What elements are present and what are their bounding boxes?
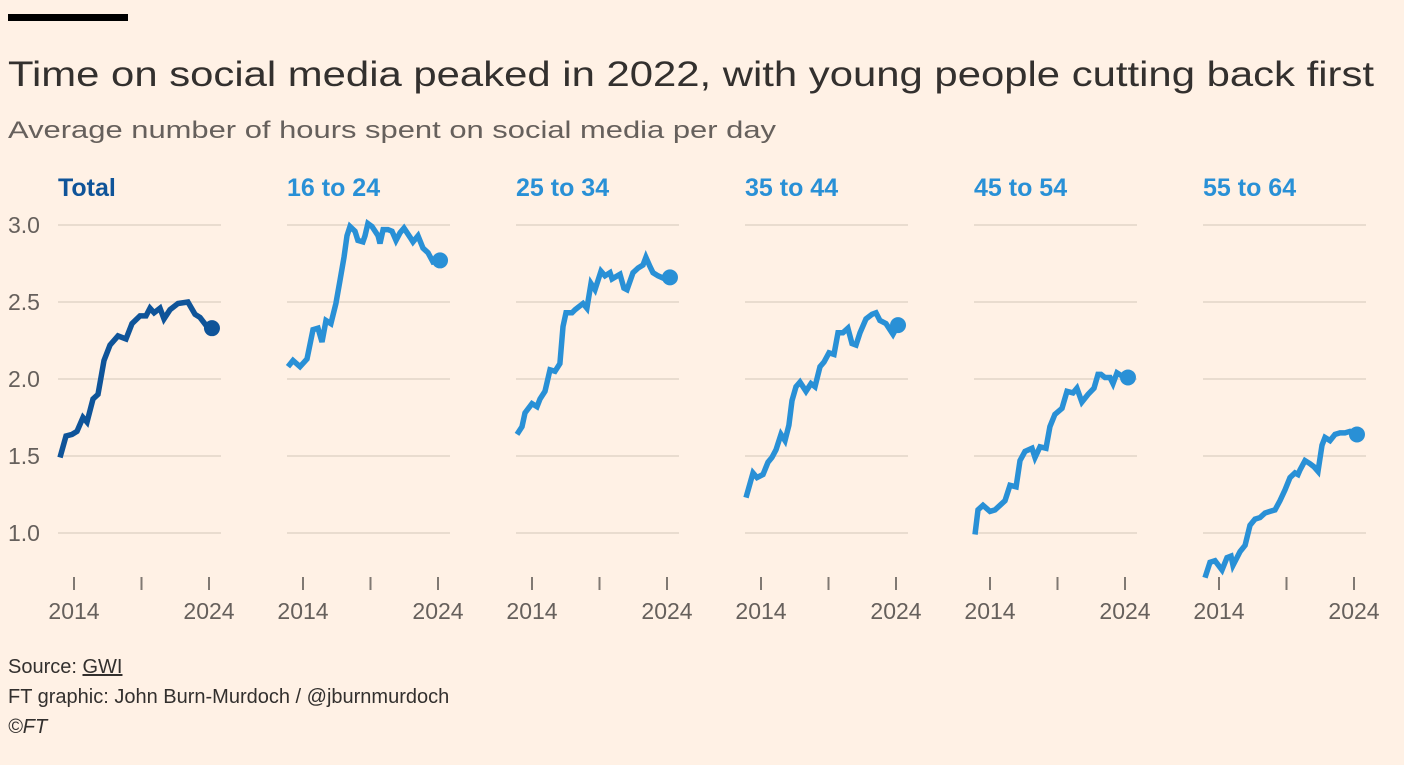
x-tick-label: 2024 — [870, 598, 921, 624]
panel-35-to-44: 35 to 44 2014 2024 — [735, 174, 921, 624]
latest-value-dot — [890, 317, 907, 334]
x-tick-label: 2014 — [506, 598, 557, 624]
x-tick-label: 2024 — [412, 598, 463, 624]
panel-45-to-54: 45 to 54 2014 2024 — [964, 174, 1150, 624]
panels: Total 2014 2024 16 to 24 2014 2024 25 to 34 201… — [48, 174, 1379, 624]
x-tick-label: 2014 — [1193, 598, 1244, 624]
series-line — [743, 309, 901, 499]
y-tick-label: 2.5 — [8, 289, 40, 315]
panel-25-to-34: 25 to 34 2014 2024 — [506, 174, 692, 624]
panel-total: Total 2014 2024 — [48, 174, 234, 624]
copyright: ©FT — [8, 716, 49, 738]
series-line — [1202, 428, 1359, 579]
y-tick-label: 1.5 — [8, 443, 40, 469]
x-tick-label: 2014 — [277, 598, 328, 624]
panel-title: Total — [58, 174, 116, 202]
y-tick-label: 2.0 — [8, 366, 40, 392]
series-line — [972, 368, 1129, 535]
series-line — [514, 250, 671, 436]
latest-value-dot — [1119, 369, 1136, 386]
x-tick-label: 2014 — [964, 598, 1015, 624]
panel-title: 16 to 24 — [287, 174, 380, 202]
chart-title: Time on social media peaked in 2022, wit… — [8, 55, 1374, 94]
panel-title: 35 to 44 — [745, 174, 838, 202]
graphic-credit: FT graphic: John Burn-Murdoch / @jburnmu… — [8, 686, 449, 708]
latest-value-dot — [661, 269, 678, 286]
x-tick-label: 2024 — [1099, 598, 1150, 624]
y-tick-label: 1.0 — [8, 520, 40, 546]
x-tick-label: 2024 — [183, 598, 234, 624]
panel-55-to-64: 55 to 64 2014 2024 — [1193, 174, 1379, 624]
panel-title: 45 to 54 — [974, 174, 1067, 202]
ft-brand-bar — [8, 14, 128, 21]
x-tick-label: 2014 — [735, 598, 786, 624]
y-axis: 1.0 1.5 2.0 2.5 3.0 — [8, 212, 40, 546]
source-link[interactable]: GWI — [82, 656, 122, 678]
latest-value-dot — [432, 252, 449, 269]
panel-16-to-24: 16 to 24 2014 2024 — [277, 174, 463, 624]
latest-value-dot — [203, 320, 220, 337]
source-line: Source: GWI — [8, 656, 122, 678]
y-tick-label: 3.0 — [8, 212, 40, 238]
source-label: Source: — [8, 656, 82, 678]
x-tick-label: 2014 — [48, 598, 99, 624]
series-line — [57, 298, 213, 459]
x-tick-label: 2024 — [1328, 598, 1379, 624]
chart-subtitle: Average number of hours spent on social … — [8, 117, 776, 144]
series-line — [285, 218, 441, 371]
panel-title: 55 to 64 — [1203, 174, 1296, 202]
panel-title: 25 to 34 — [516, 174, 609, 202]
x-tick-label: 2024 — [641, 598, 692, 624]
latest-value-dot — [1348, 426, 1365, 443]
